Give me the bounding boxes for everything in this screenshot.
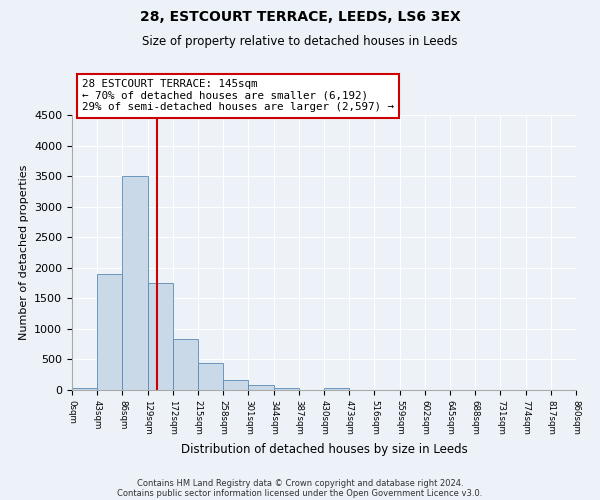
X-axis label: Distribution of detached houses by size in Leeds: Distribution of detached houses by size …	[181, 443, 467, 456]
Bar	[97, 274, 122, 390]
Bar	[122, 176, 148, 390]
Text: 28 ESTCOURT TERRACE: 145sqm
← 70% of detached houses are smaller (6,192)
29% of : 28 ESTCOURT TERRACE: 145sqm ← 70% of det…	[82, 79, 394, 112]
Text: 28, ESTCOURT TERRACE, LEEDS, LS6 3EX: 28, ESTCOURT TERRACE, LEEDS, LS6 3EX	[140, 10, 460, 24]
Bar	[148, 283, 173, 390]
Bar	[324, 388, 349, 390]
Bar	[274, 388, 299, 390]
Bar	[72, 388, 97, 390]
Bar	[198, 362, 223, 390]
Text: Contains HM Land Registry data © Crown copyright and database right 2024.: Contains HM Land Registry data © Crown c…	[137, 478, 463, 488]
Bar	[223, 380, 248, 390]
Text: Contains public sector information licensed under the Open Government Licence v3: Contains public sector information licen…	[118, 488, 482, 498]
Bar	[248, 384, 274, 390]
Y-axis label: Number of detached properties: Number of detached properties	[19, 165, 29, 340]
Text: Size of property relative to detached houses in Leeds: Size of property relative to detached ho…	[142, 35, 458, 48]
Bar	[173, 340, 198, 390]
